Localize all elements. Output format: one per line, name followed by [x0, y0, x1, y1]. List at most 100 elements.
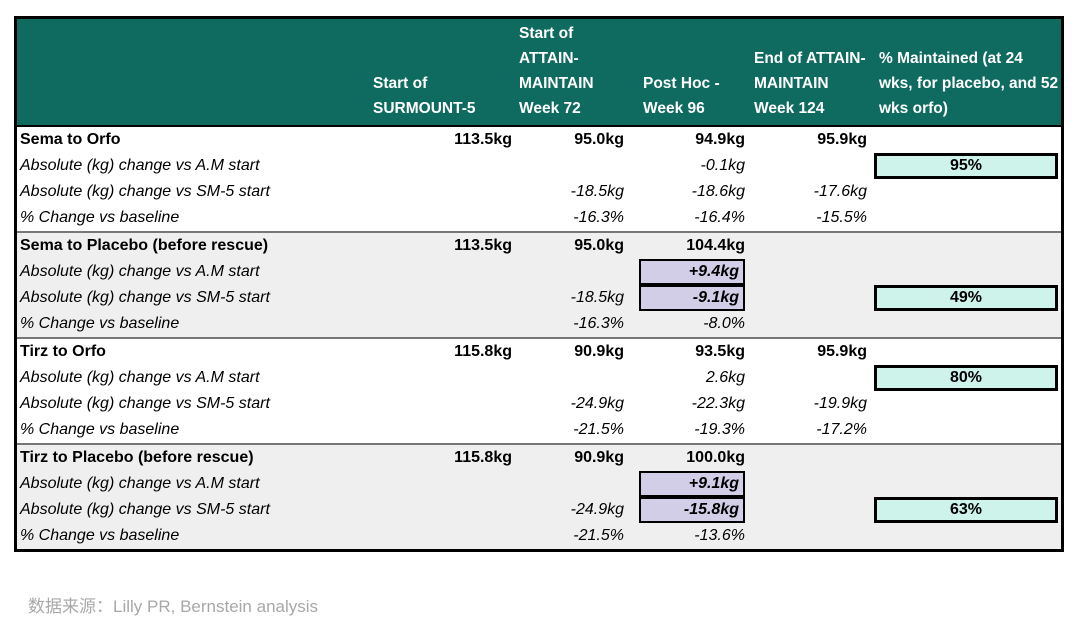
- value-cell: [748, 471, 870, 497]
- value-cell: [369, 365, 515, 391]
- value-cell: 113.5kg: [454, 237, 512, 254]
- teal-highlight-cell: 80%: [874, 365, 1058, 391]
- value-cell: -15.8kg: [627, 497, 748, 523]
- value-cell: -24.9kg: [570, 501, 624, 518]
- row-label: % Change vs baseline: [20, 527, 180, 544]
- row-label: Absolute (kg) change vs SM-5 start: [20, 289, 270, 306]
- value-cell: [369, 497, 515, 523]
- row-label: Absolute (kg) change vs A.M start: [20, 157, 260, 174]
- purple-highlight-cell: +9.4kg: [639, 259, 745, 285]
- table-row: % Change vs baseline -16.3% -8.0%: [17, 311, 1061, 337]
- value-cell: -19.3%: [694, 421, 745, 438]
- value-cell: -22.3kg: [691, 395, 745, 412]
- value-cell: 2.6kg: [705, 369, 745, 386]
- value-cell: -18.6kg: [691, 183, 745, 200]
- source-note-label: 数据来源：: [28, 597, 113, 616]
- value-cell: -8.0%: [703, 315, 745, 332]
- source-note-text: Lilly PR, Bernstein analysis: [113, 597, 319, 616]
- table-group: Tirz to Orfo 115.8kg 90.9kg 93.5kg 95.9kg Abs…: [17, 337, 1061, 443]
- table-row: % Change vs baseline -16.3% -16.4% -15.5%: [17, 205, 1061, 231]
- value-cell: +9.4kg: [627, 259, 748, 285]
- table-row: % Change vs baseline -21.5% -19.3% -17.2%: [17, 417, 1061, 443]
- header-cell-rowlabels: [17, 19, 369, 125]
- value-cell: 95.9kg: [817, 131, 867, 148]
- value-cell: [515, 471, 627, 497]
- value-cell: -13.6%: [694, 527, 745, 544]
- table-body: Sema to Orfo 113.5kg 95.0kg 94.9kg 95.9kg Abs…: [17, 127, 1061, 549]
- value-cell: -0.1kg: [700, 157, 745, 174]
- value-cell: [748, 365, 870, 391]
- value-cell: 90.9kg: [574, 449, 624, 466]
- value-cell: [369, 311, 515, 337]
- value-cell: -19.9kg: [813, 395, 867, 412]
- table-row: Absolute (kg) change vs SM-5 start -24.9k…: [17, 497, 1061, 523]
- value-cell: [870, 179, 1061, 205]
- value-cell: [748, 523, 870, 549]
- value-cell: [870, 233, 1061, 259]
- value-cell: [748, 311, 870, 337]
- row-label: Tirz to Placebo (before rescue): [20, 449, 254, 466]
- row-label: Absolute (kg) change vs SM-5 start: [20, 183, 270, 200]
- table-header-row: Start of SURMOUNT-5 Start of ATTAIN-MAIN…: [17, 19, 1061, 127]
- value-cell: [369, 391, 515, 417]
- table-group: Tirz to Placebo (before rescue) 115.8kg 90…: [17, 443, 1061, 549]
- value-cell: [870, 311, 1061, 337]
- value-cell: -18.5kg: [570, 289, 624, 306]
- group-header-row: Tirz to Orfo 115.8kg 90.9kg 93.5kg 95.9kg: [17, 339, 1061, 365]
- row-label: Absolute (kg) change vs SM-5 start: [20, 501, 270, 518]
- value-cell: 95.9kg: [817, 343, 867, 360]
- value-cell: [369, 205, 515, 231]
- value-cell: [748, 445, 870, 471]
- value-cell: 95%: [870, 153, 1061, 179]
- value-cell: 113.5kg: [454, 131, 512, 148]
- value-cell: [870, 205, 1061, 231]
- table-row: Absolute (kg) change vs A.M start 2.6kg 80…: [17, 365, 1061, 391]
- value-cell: -18.5kg: [570, 183, 624, 200]
- value-cell: -9.1kg: [627, 285, 748, 311]
- row-label: Sema to Placebo (before rescue): [20, 237, 269, 254]
- value-cell: [748, 259, 870, 285]
- header-cell-surmount5-start: Start of SURMOUNT-5: [373, 75, 476, 117]
- table-row: % Change vs baseline -21.5% -13.6%: [17, 523, 1061, 549]
- row-label: % Change vs baseline: [20, 209, 180, 226]
- value-cell: 95.0kg: [574, 237, 624, 254]
- value-cell: [748, 233, 870, 259]
- table-group: Sema to Orfo 113.5kg 95.0kg 94.9kg 95.9kg Abs…: [17, 127, 1061, 231]
- value-cell: [748, 153, 870, 179]
- teal-highlight-cell: 63%: [874, 497, 1058, 523]
- value-cell: [369, 523, 515, 549]
- value-cell: [870, 417, 1061, 443]
- row-label: Absolute (kg) change vs SM-5 start: [20, 395, 270, 412]
- value-cell: 93.5kg: [695, 343, 745, 360]
- value-cell: [369, 259, 515, 285]
- value-cell: [369, 285, 515, 311]
- table-row: Absolute (kg) change vs A.M start +9.4kg: [17, 259, 1061, 285]
- value-cell: [870, 471, 1061, 497]
- header-cell-pct-maintained: % Maintained (at 24 wks, for placebo, an…: [879, 50, 1059, 117]
- value-cell: -21.5%: [573, 527, 624, 544]
- value-cell: 104.4kg: [686, 237, 745, 254]
- value-cell: [870, 127, 1061, 153]
- row-label: Tirz to Orfo: [20, 343, 106, 360]
- value-cell: -16.3%: [573, 315, 624, 332]
- teal-highlight-cell: 49%: [874, 285, 1058, 311]
- value-cell: -15.5%: [816, 209, 867, 226]
- value-cell: [870, 259, 1061, 285]
- table-group: Sema to Placebo (before rescue) 113.5kg 95…: [17, 231, 1061, 337]
- value-cell: [515, 259, 627, 285]
- table-row: Absolute (kg) change vs A.M start -0.1kg 9…: [17, 153, 1061, 179]
- value-cell: [748, 497, 870, 523]
- table-row: Absolute (kg) change vs SM-5 start -18.5k…: [17, 285, 1061, 311]
- value-cell: [870, 391, 1061, 417]
- value-cell: 80%: [870, 365, 1061, 391]
- table-row: Absolute (kg) change vs A.M start +9.1kg: [17, 471, 1061, 497]
- maintain-results-table: Start of SURMOUNT-5 Start of ATTAIN-MAIN…: [14, 16, 1064, 552]
- value-cell: [748, 285, 870, 311]
- value-cell: [515, 153, 627, 179]
- value-cell: [870, 339, 1061, 365]
- value-cell: -24.9kg: [570, 395, 624, 412]
- row-label: Absolute (kg) change vs A.M start: [20, 475, 260, 492]
- header-cell-attain-maintain-end: End of ATTAIN-MAINTAIN Week 124: [754, 50, 866, 117]
- row-label: % Change vs baseline: [20, 315, 180, 332]
- header-cell-attain-maintain-start: Start of ATTAIN-MAINTAIN Week 72: [519, 25, 594, 117]
